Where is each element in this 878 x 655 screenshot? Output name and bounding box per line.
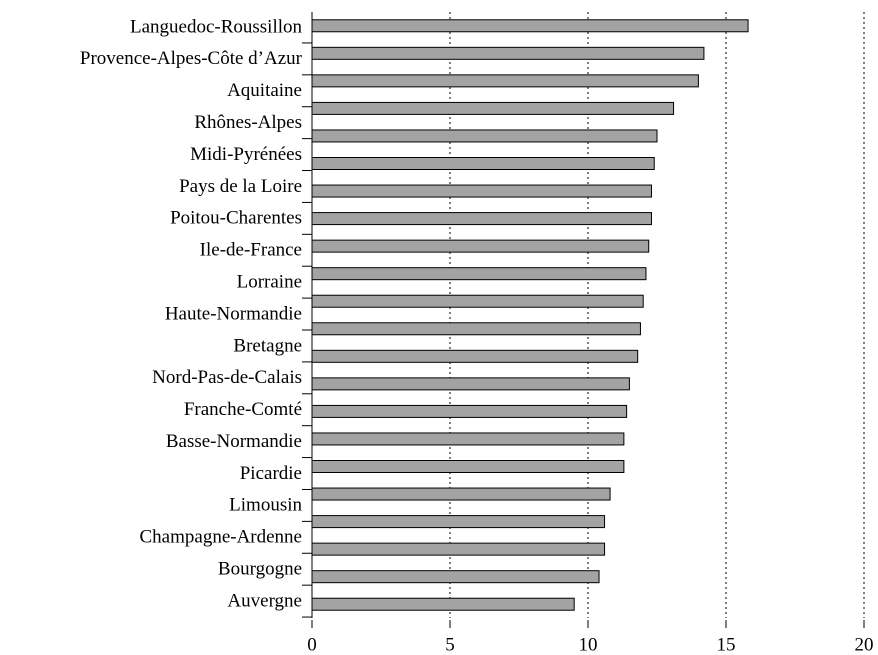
bar [311, 19, 749, 33]
y-tick-label: Languedoc-Roussillon [130, 16, 303, 37]
y-tick-label: Ile-de-France [200, 240, 302, 261]
y-tick-label: Lorraine [237, 271, 302, 292]
y-tick-label: Champagne-Ardenne [140, 527, 303, 548]
bar [311, 184, 652, 198]
y-tick-label: Franche-Comté [184, 399, 302, 420]
bar [311, 597, 575, 611]
bar [311, 570, 600, 584]
bar [311, 267, 647, 281]
y-tick-label: Bretagne [233, 335, 302, 356]
bar [311, 129, 658, 143]
y-tick-label: Basse-Normandie [166, 431, 302, 452]
bar [311, 542, 606, 556]
bar [311, 404, 628, 418]
bar [311, 515, 606, 529]
x-tick-label: 15 [717, 634, 736, 655]
x-tick-label: 0 [307, 634, 317, 655]
y-tick-label: Auvergne [227, 590, 302, 611]
y-tick-label: Bourgogne [218, 559, 302, 580]
y-tick-label: Nord-Pas-de-Calais [152, 367, 302, 388]
y-tick-label: Aquitaine [227, 80, 302, 101]
bar [311, 101, 675, 115]
bar [311, 157, 655, 170]
bar [311, 322, 641, 336]
x-tick-label: 20 [855, 634, 874, 655]
bar [311, 349, 639, 363]
y-tick-label: Haute-Normandie [165, 303, 302, 324]
y-tick-label: Pays de la Loire [179, 176, 302, 197]
bar [311, 46, 705, 60]
bar [311, 212, 652, 226]
y-tick-label: Provence-Alpes-Côte d’Azur [80, 48, 303, 69]
bar [311, 294, 644, 308]
y-tick-label: Midi-Pyrénées [190, 144, 302, 165]
bar [311, 239, 650, 253]
y-tick-label: Poitou-Charentes [170, 208, 302, 229]
y-tick-label: Picardie [240, 463, 302, 484]
bar [311, 432, 625, 446]
x-tick-label: 5 [445, 634, 455, 655]
bar [311, 487, 611, 501]
x-tick-label: 10 [579, 634, 598, 655]
y-tick-label: Limousin [229, 495, 302, 516]
bar [311, 74, 699, 88]
bar [311, 377, 630, 391]
y-tick-label: Rhônes-Alpes [194, 112, 302, 133]
bar [311, 460, 625, 473]
